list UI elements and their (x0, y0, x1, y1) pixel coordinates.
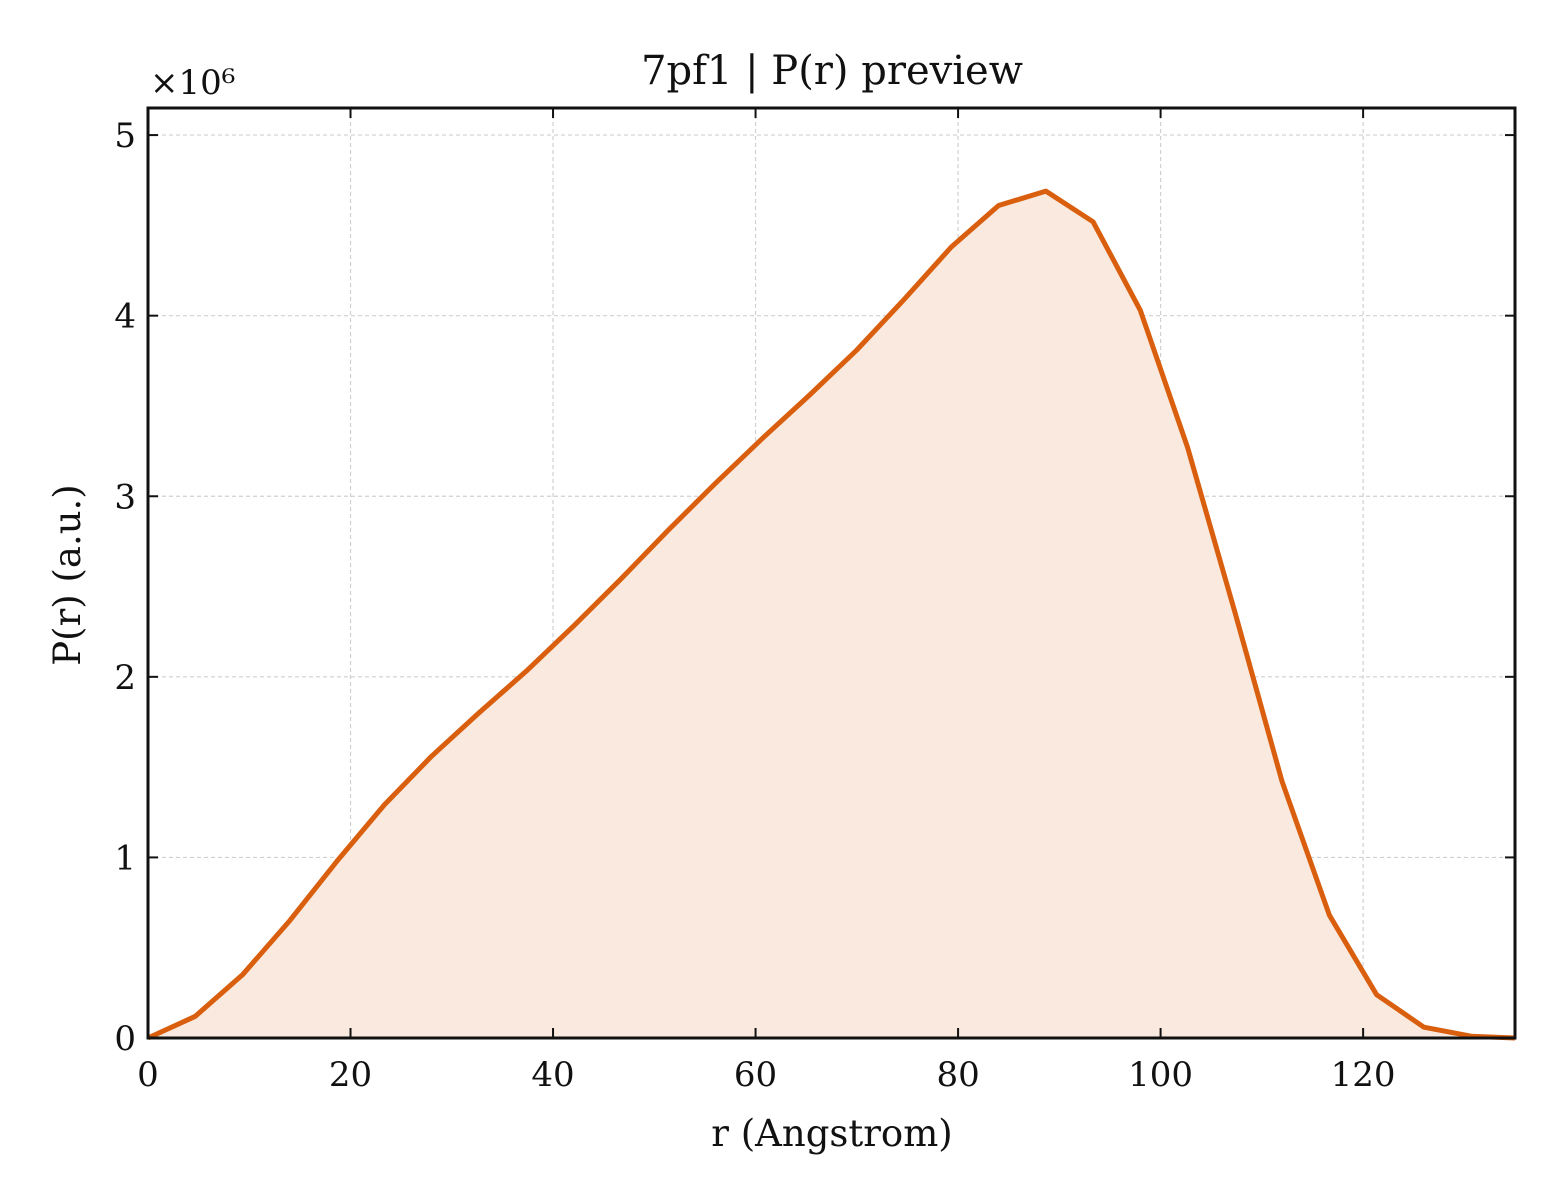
pr-area-fill (148, 191, 1515, 1039)
x-tick-label: 0 (137, 1055, 159, 1095)
plot-frame (146, 106, 1517, 1040)
x-tick-label: 60 (734, 1055, 777, 1095)
axis-ticks: 0 20 40 60 80 100 120 0 1 2 3 4 5 (114, 108, 1515, 1095)
pr-curve-line (146, 188, 1516, 1041)
x-tick-label: 100 (1128, 1055, 1193, 1095)
y-axis-label: P(r) (a.u.) (46, 484, 89, 666)
y-tick-label: 1 (114, 838, 136, 878)
y-tick-label: 2 (114, 658, 136, 698)
x-axis-label: r (Angstrom) (711, 1112, 952, 1155)
x-tick-label: 80 (936, 1055, 979, 1095)
y-tick-label: 4 (114, 297, 136, 337)
x-tick-label: 40 (531, 1055, 574, 1095)
x-tick-label: 20 (329, 1055, 372, 1095)
y-multiplier: ×10⁶ (150, 63, 235, 103)
y-tick-label: 5 (114, 116, 136, 156)
y-tick-label: 3 (114, 477, 136, 517)
y-tick-label: 0 (114, 1019, 136, 1059)
area-layer (146, 188, 1516, 1041)
x-tick-label: 120 (1331, 1055, 1396, 1095)
chart-title: 7pf1 | P(r) preview (641, 48, 1023, 94)
